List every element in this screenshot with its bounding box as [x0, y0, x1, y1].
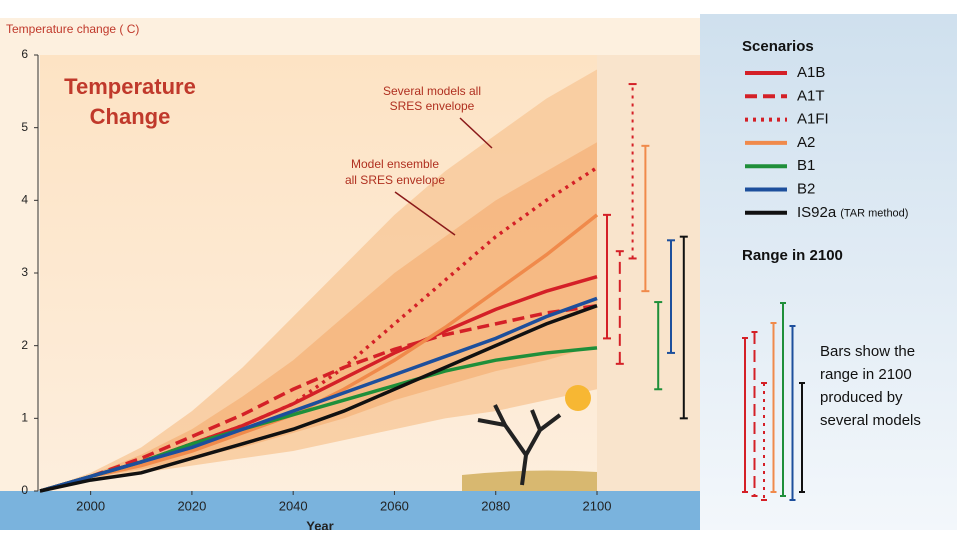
envelope	[40, 69, 597, 492]
x-axis-label: Year	[306, 518, 333, 530]
legend-label: B2	[797, 180, 815, 197]
annotation-arrow	[394, 191, 456, 236]
legend-panel	[700, 14, 957, 530]
decoration	[462, 385, 597, 491]
annotation-arrow	[459, 117, 493, 149]
y-tick-label: 3	[21, 265, 28, 279]
legend-label: B1	[797, 157, 815, 174]
legend-label: A1B	[797, 64, 825, 81]
annotation: SRES envelope	[390, 99, 475, 113]
legend-note: (TAR method)	[840, 208, 908, 220]
range-note: Bars show the	[820, 343, 915, 360]
range-note: range in 2100	[820, 366, 912, 383]
x-tick-label: 2080	[481, 498, 510, 513]
bands	[40, 69, 597, 492]
envelope	[40, 142, 597, 491]
range-note: several models	[820, 412, 921, 429]
heading: Change	[90, 104, 171, 129]
x-tick-label: 2020	[177, 498, 206, 513]
y-tick-label: 4	[21, 193, 28, 207]
annotation: Model ensemble	[351, 157, 439, 171]
y-tick-label: 6	[21, 47, 28, 61]
chart-title: Temperature change ( C)	[6, 22, 139, 36]
legend-label: A1FI	[797, 111, 829, 128]
legend-title: Scenarios	[742, 38, 814, 55]
x-tick-label: 2000	[76, 498, 105, 513]
range-title: Range in 2100	[742, 247, 843, 264]
y-tick-label: 0	[21, 483, 28, 497]
y-tick-label: 5	[21, 120, 28, 134]
tree	[477, 404, 562, 486]
legend-label: IS92a	[797, 204, 837, 221]
series-line	[39, 304, 598, 493]
legend-label: A2	[797, 134, 815, 151]
sun	[565, 385, 591, 411]
annotation: Several models all	[383, 84, 481, 98]
x-axis-strip	[0, 491, 700, 530]
x-tick-label: 2100	[583, 498, 612, 513]
series-line	[39, 296, 598, 493]
series-line	[39, 303, 598, 493]
ground	[462, 470, 597, 491]
x-tick-label: 2060	[380, 498, 409, 513]
x-tick-label: 2040	[279, 498, 308, 513]
y-tick-label: 2	[21, 338, 28, 352]
annotation: all SRES envelope	[345, 173, 445, 187]
legend-label: A1T	[797, 87, 825, 104]
y-tick-label: 1	[21, 411, 28, 425]
heading: Temperature	[64, 74, 196, 99]
range-note: produced by	[820, 389, 903, 406]
